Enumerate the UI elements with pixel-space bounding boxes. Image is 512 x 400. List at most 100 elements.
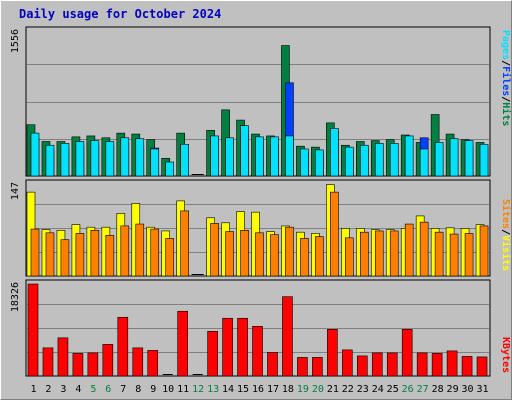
x-tick-label-day-18: 18 bbox=[282, 384, 294, 395]
x-tick-label-day-30: 30 bbox=[462, 384, 474, 395]
x-tick-label-day-4: 4 bbox=[75, 384, 81, 395]
bar-pages-day-9 bbox=[150, 148, 160, 177]
x-tick-label-day-3: 3 bbox=[60, 384, 66, 395]
bar-sites-day-11 bbox=[180, 210, 189, 277]
bar-sites-day-7 bbox=[120, 225, 130, 277]
bar-sites-day-27 bbox=[419, 221, 429, 277]
bar-kbytes-day-2 bbox=[42, 347, 54, 377]
bar-sites-day-18 bbox=[285, 226, 294, 277]
bar-pages-day-1 bbox=[30, 132, 40, 177]
bar-sites-day-24 bbox=[374, 230, 384, 277]
bar-sites-day-29 bbox=[449, 233, 459, 277]
bar-sites-day-21 bbox=[330, 191, 339, 277]
x-tick-label-day-24: 24 bbox=[372, 384, 384, 395]
bar-pages-day-15 bbox=[240, 125, 249, 177]
legend-item-files: Files bbox=[500, 66, 512, 96]
bar-sites-day-8 bbox=[135, 223, 145, 277]
legend-middle: Sites/Visits bbox=[500, 199, 512, 271]
bar-sites-day-5 bbox=[90, 230, 100, 277]
x-tick-label-day-1: 1 bbox=[30, 384, 36, 395]
bar-kbytes-day-10 bbox=[162, 374, 173, 375]
bar-sites-day-22 bbox=[345, 237, 354, 277]
x-tick-label-day-20: 20 bbox=[312, 384, 324, 395]
bar-pages-day-11 bbox=[180, 144, 189, 177]
bar-kbytes-day-21 bbox=[327, 329, 338, 377]
bar-pages-day-27 bbox=[419, 148, 429, 177]
bar-kbytes-day-19 bbox=[297, 357, 308, 377]
bar-sites-day-15 bbox=[240, 230, 249, 277]
bar-kbytes-day-1 bbox=[27, 283, 39, 377]
bar-pages-day-31 bbox=[479, 144, 489, 177]
chart-title: Daily usage for October 2024 bbox=[19, 7, 222, 21]
bar-kbytes-day-31 bbox=[476, 356, 488, 377]
bar-kbytes-day-7 bbox=[117, 316, 129, 377]
x-tick-label-day-29: 29 bbox=[447, 384, 459, 395]
x-tick-label-day-28: 28 bbox=[432, 384, 444, 395]
ytick-label-bottom: 18326 bbox=[10, 282, 21, 312]
bar-kbytes-day-26 bbox=[401, 329, 413, 377]
bar-sites-day-17 bbox=[270, 234, 279, 277]
bar-pages-day-3 bbox=[60, 143, 70, 177]
bar-kbytes-day-23 bbox=[356, 355, 368, 377]
legend-separator: / bbox=[500, 96, 511, 102]
bar-pages-day-10 bbox=[165, 161, 175, 177]
bar-kbytes-day-29 bbox=[446, 350, 458, 377]
bar-sites-day-16 bbox=[255, 232, 264, 277]
bar-kbytes-day-20 bbox=[312, 357, 323, 377]
bar-pages-day-16 bbox=[255, 136, 264, 177]
bar-pages-day-29 bbox=[449, 138, 459, 177]
x-tick-label-day-2: 2 bbox=[45, 384, 51, 395]
x-tick-label-day-6: 6 bbox=[105, 384, 111, 395]
x-tick-label-day-21: 21 bbox=[327, 384, 339, 395]
bar-pages-day-6 bbox=[105, 141, 115, 177]
bar-pages-day-2 bbox=[45, 144, 55, 177]
bar-sites-day-14 bbox=[225, 231, 234, 277]
x-tick-label-day-17: 17 bbox=[267, 384, 279, 395]
bar-pages-day-24 bbox=[374, 143, 384, 177]
legend-item-sites: Sites bbox=[500, 199, 512, 229]
bar-pages-day-12 bbox=[195, 174, 204, 175]
x-tick-label-day-23: 23 bbox=[357, 384, 369, 395]
bar-sites-day-25 bbox=[389, 230, 399, 277]
bar-pages-day-7 bbox=[120, 137, 130, 177]
bar-pages-day-20 bbox=[315, 149, 324, 177]
bar-pages-day-25 bbox=[389, 143, 399, 177]
bar-pages-day-13 bbox=[210, 135, 219, 177]
bar-sites-day-10 bbox=[165, 238, 175, 277]
bar-kbytes-day-13 bbox=[207, 331, 218, 377]
bar-pages-day-23 bbox=[359, 144, 369, 177]
bar-kbytes-day-24 bbox=[371, 352, 383, 377]
bar-pages-day-22 bbox=[345, 146, 354, 177]
bar-kbytes-day-12 bbox=[192, 374, 203, 375]
x-tick-label-day-11: 11 bbox=[177, 384, 189, 395]
legend-separator: / bbox=[500, 229, 511, 235]
bar-sites-day-12 bbox=[195, 274, 204, 275]
bar-kbytes-day-5 bbox=[87, 352, 99, 377]
bar-pages-day-17 bbox=[270, 136, 279, 177]
legend-separator: / bbox=[500, 60, 511, 66]
bar-pages-day-4 bbox=[75, 141, 85, 177]
legend-item-pages: Pages bbox=[500, 30, 511, 60]
bar-sites-day-2 bbox=[45, 232, 55, 277]
bar-sites-day-9 bbox=[150, 228, 160, 277]
bar-kbytes-day-11 bbox=[177, 310, 188, 377]
bar-sites-day-23 bbox=[359, 231, 369, 277]
bar-pages-day-26 bbox=[404, 135, 414, 177]
bar-kbytes-day-22 bbox=[342, 349, 353, 377]
bar-pages-day-30 bbox=[464, 140, 474, 177]
x-tick-label-day-14: 14 bbox=[222, 384, 234, 395]
x-tick-label-day-8: 8 bbox=[135, 384, 141, 395]
legend-item-hits: Hits bbox=[500, 102, 512, 126]
bar-sites-day-1 bbox=[30, 228, 40, 277]
legend-top: Pages/Files/Hits bbox=[500, 30, 512, 126]
bar-sites-day-19 bbox=[300, 238, 309, 277]
bar-kbytes-day-9 bbox=[147, 350, 159, 377]
legend-item-kbytes: KBytes bbox=[500, 337, 511, 373]
x-tick-label-day-26: 26 bbox=[402, 384, 414, 395]
bar-kbytes-day-3 bbox=[57, 337, 69, 377]
bar-kbytes-day-4 bbox=[72, 353, 84, 377]
ytick-label-top: 1556 bbox=[10, 29, 21, 53]
bar-kbytes-day-28 bbox=[431, 353, 443, 377]
bar-kbytes-day-15 bbox=[237, 317, 248, 377]
x-tick-label-day-22: 22 bbox=[342, 384, 354, 395]
